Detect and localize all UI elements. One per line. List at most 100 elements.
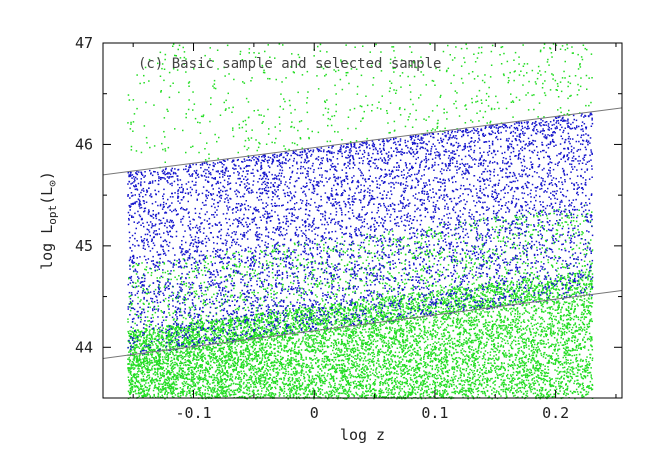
data-point: [130, 392, 132, 394]
data-point: [134, 344, 137, 347]
data-point: [319, 324, 322, 326]
data-point: [179, 351, 181, 354]
data-point: [517, 340, 520, 342]
data-point: [292, 337, 294, 339]
data-point: [521, 379, 523, 381]
data-point: [578, 272, 581, 275]
data-point: [353, 313, 355, 315]
data-point: [130, 383, 133, 386]
data-point: [276, 383, 279, 386]
data-point: [574, 281, 577, 284]
data-point: [150, 353, 152, 355]
data-point: [424, 304, 426, 307]
data-point: [461, 348, 464, 350]
data-point: [355, 358, 358, 360]
data-point: [267, 365, 270, 367]
data-point: [178, 373, 180, 375]
data-point: [448, 385, 450, 387]
data-point: [376, 345, 378, 347]
data-point: [340, 338, 343, 341]
data-point: [406, 320, 408, 322]
data-point: [422, 320, 425, 322]
data-point: [187, 372, 189, 375]
data-point: [561, 274, 563, 277]
data-point: [443, 360, 446, 363]
data-point: [373, 364, 375, 367]
data-point: [197, 377, 199, 379]
data-point: [571, 355, 573, 357]
data-point: [420, 376, 422, 378]
data-point: [572, 371, 574, 373]
data-point: [221, 328, 224, 331]
data-point: [259, 357, 261, 359]
data-point: [415, 340, 417, 343]
data-point: [333, 352, 335, 355]
data-point: [379, 384, 381, 386]
data-point: [308, 346, 310, 348]
data-point: [440, 349, 443, 352]
data-point: [499, 374, 501, 376]
data-point: [146, 393, 149, 396]
data-point: [353, 318, 355, 320]
data-point: [364, 307, 366, 310]
data-point: [253, 336, 255, 338]
data-point: [170, 386, 173, 388]
data-point: [454, 357, 457, 359]
data-point: [245, 384, 248, 386]
data-point: [146, 369, 149, 372]
data-point: [381, 310, 383, 312]
data-point: [461, 380, 463, 382]
data-point: [352, 344, 355, 347]
data-point: [345, 379, 347, 381]
data-point: [478, 342, 481, 345]
data-point: [358, 395, 361, 397]
data-point: [376, 314, 378, 316]
data-point: [446, 318, 449, 320]
data-point: [355, 310, 358, 312]
data-point: [518, 382, 520, 385]
data-point: [539, 285, 541, 287]
data-point: [212, 359, 214, 361]
data-point: [410, 303, 412, 306]
data-point: [366, 372, 368, 374]
data-point: [526, 374, 528, 377]
data-point: [311, 381, 314, 383]
data-point: [171, 341, 174, 344]
data-point: [177, 377, 179, 380]
data-point: [300, 365, 303, 368]
data-point: [416, 382, 418, 385]
data-point: [369, 339, 372, 341]
data-point: [510, 374, 512, 376]
data-point: [486, 311, 488, 313]
data-point: [382, 336, 384, 339]
data-point: [576, 340, 578, 342]
data-point: [462, 396, 464, 399]
data-point: [499, 368, 501, 370]
data-point: [228, 391, 230, 393]
data-point: [488, 284, 490, 286]
data-point: [349, 386, 351, 389]
data-point: [400, 315, 402, 318]
data-point: [201, 370, 204, 372]
data-point: [259, 349, 261, 351]
data-point: [540, 394, 542, 396]
data-point: [376, 340, 379, 342]
data-point: [476, 336, 479, 339]
data-point: [479, 340, 482, 342]
data-point: [511, 324, 513, 326]
data-point: [568, 309, 570, 312]
data-point: [242, 319, 244, 322]
data-point: [189, 362, 191, 364]
data-point: [410, 331, 413, 333]
data-point: [155, 356, 157, 359]
data-point: [266, 362, 268, 365]
data-point: [424, 300, 426, 303]
data-point: [283, 347, 286, 349]
data-point: [525, 338, 527, 341]
data-point: [381, 350, 383, 353]
data-point: [362, 303, 364, 306]
data-point: [141, 373, 144, 375]
data-point: [316, 374, 318, 377]
data-point: [392, 342, 394, 345]
data-point: [186, 337, 188, 339]
